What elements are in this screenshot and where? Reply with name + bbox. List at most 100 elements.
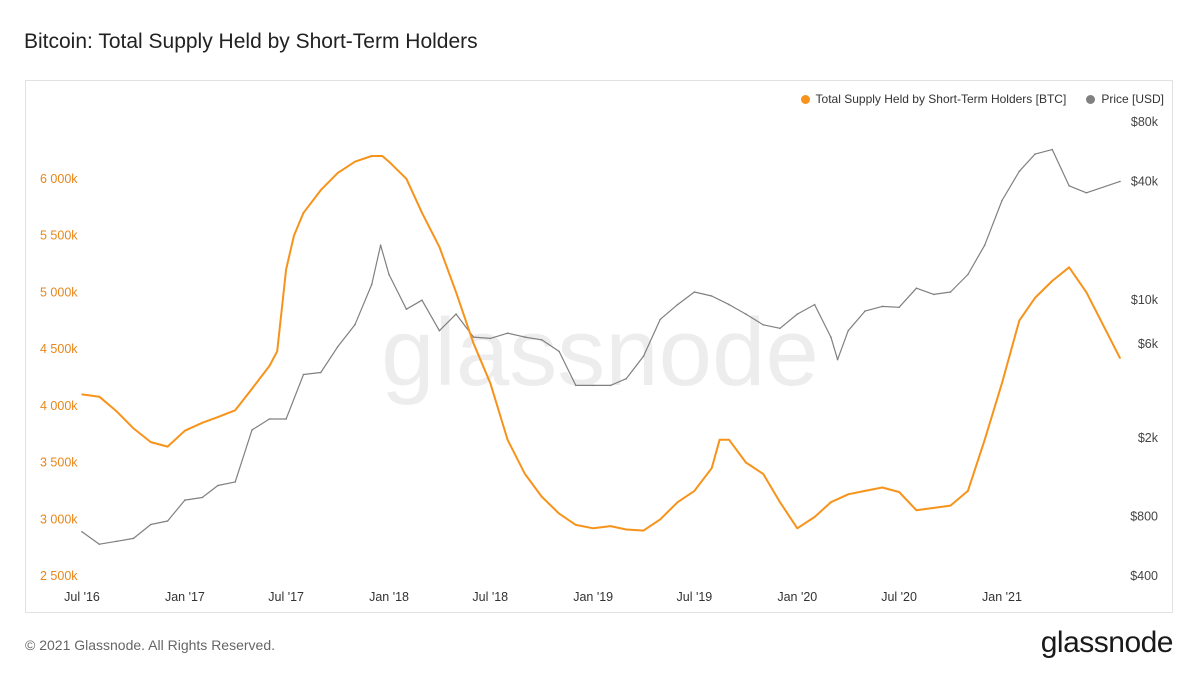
x-axis: Jul '16 Jan '17 Jul '17 Jan '18 Jul '18 Jan '…	[64, 590, 1022, 604]
data-point-price	[201, 496, 203, 499]
data-point-supply	[438, 246, 441, 248]
data-point-price	[609, 384, 612, 387]
y-left-tick-label: 4 500k	[40, 342, 78, 356]
data-point-price	[150, 523, 152, 526]
data-point-price	[710, 295, 713, 297]
data-point-price	[836, 358, 839, 361]
y-left-tick-label: 5 500k	[40, 229, 78, 243]
data-point-supply	[762, 473, 764, 475]
x-tick-label: Jan '18	[369, 590, 409, 604]
data-point-price	[1034, 153, 1036, 155]
data-point-supply	[864, 490, 866, 492]
data-point-supply	[933, 507, 935, 509]
data-point-price	[1001, 199, 1003, 202]
data-point-price	[234, 481, 236, 483]
data-point-price	[405, 308, 408, 311]
data-point-supply	[166, 445, 169, 448]
data-point-price	[132, 537, 135, 540]
legend-item-supply[interactable]: Total Supply Held by Short-Term Holders …	[800, 92, 1067, 106]
data-point-supply	[489, 382, 492, 384]
data-point-supply	[967, 490, 969, 492]
data-point-price	[830, 336, 832, 338]
data-point-supply	[150, 441, 152, 443]
data-point-supply	[813, 516, 816, 518]
y-axis-left: 2 500k 3 000k 3 500k 4 000k 4 500k 5 000k 5 50…	[40, 172, 78, 583]
data-point-supply	[779, 501, 781, 504]
data-point-supply	[234, 409, 236, 412]
chart-frame	[25, 80, 1173, 613]
data-point-price	[847, 329, 849, 332]
supply-layer	[81, 155, 1121, 532]
data-point-supply	[1034, 297, 1036, 299]
data-point-price	[949, 291, 952, 293]
data-point-supply	[455, 291, 457, 294]
data-point-price	[336, 346, 339, 348]
legend-marker-price	[1086, 94, 1096, 104]
data-point-supply	[405, 178, 408, 180]
x-tick-label: Jul '19	[677, 590, 713, 604]
y-left-tick-label: 3 000k	[40, 512, 78, 526]
data-point-supply	[1051, 280, 1054, 282]
data-point-supply	[201, 422, 203, 424]
data-point-supply	[1085, 291, 1088, 294]
y-right-tick-label: $80k	[1131, 115, 1159, 129]
data-point-price	[796, 313, 799, 315]
data-point-supply	[381, 155, 384, 157]
y-right-tick-label: $10k	[1131, 293, 1159, 307]
data-point-supply	[847, 493, 849, 496]
data-point-price	[268, 418, 271, 420]
data-point-price	[438, 329, 441, 332]
data-point-price	[881, 305, 884, 308]
data-point-price	[558, 350, 560, 353]
y-left-tick-label: 4 000k	[40, 399, 78, 413]
data-point-price	[693, 291, 696, 293]
data-point-price	[285, 418, 287, 420]
x-tick-label: Jul '18	[472, 590, 508, 604]
data-point-price	[524, 336, 526, 338]
data-point-price	[302, 373, 305, 376]
y-left-tick-label: 5 000k	[40, 285, 78, 299]
data-point-price	[1068, 185, 1070, 187]
data-point-supply	[302, 212, 305, 214]
data-point-supply	[915, 509, 918, 512]
data-point-supply	[745, 461, 747, 464]
y-right-tick-label: $6k	[1138, 337, 1159, 351]
data-point-supply	[388, 160, 390, 163]
data-point-supply	[609, 525, 612, 527]
data-point-supply	[320, 189, 322, 191]
copyright-text: © 2021 Glassnode. All Rights Reserved.	[25, 637, 276, 653]
y-right-tick-label: $40k	[1131, 174, 1159, 188]
legend-label-supply: Total Supply Held by Short-Term Holders …	[815, 92, 1067, 106]
brand-logo[interactable]: glassnode	[1040, 626, 1174, 659]
data-point-supply	[472, 342, 475, 345]
x-tick-label: Jan '20	[777, 590, 817, 604]
data-point-price	[506, 332, 509, 335]
data-point-supply	[676, 501, 679, 504]
legend-label-price: Price [USD]	[1101, 92, 1164, 106]
data-point-supply	[1018, 319, 1021, 322]
data-point-price	[540, 339, 543, 341]
y-left-tick-label: 2 500k	[40, 569, 78, 583]
data-point-price	[1085, 192, 1088, 194]
legend-marker-supply	[800, 94, 810, 104]
data-point-supply	[81, 393, 83, 396]
data-point-supply	[1068, 266, 1070, 269]
x-tick-label: Jan '19	[573, 590, 613, 604]
data-point-supply	[659, 518, 662, 521]
data-point-price	[217, 484, 219, 487]
data-point-supply	[1001, 382, 1003, 384]
chart-legend[interactable]: Total Supply Held by Short-Term Holders …	[800, 92, 1164, 106]
data-point-supply	[370, 155, 373, 157]
data-point-price	[1119, 180, 1121, 183]
data-point-supply	[115, 410, 118, 413]
data-point-price	[370, 283, 373, 286]
data-point-supply	[184, 429, 186, 432]
data-point-price	[575, 384, 577, 387]
data-point-supply	[796, 527, 799, 530]
legend-item-price[interactable]: Price [USD]	[1086, 92, 1164, 106]
data-point-price	[967, 273, 969, 276]
data-point-supply	[881, 486, 884, 489]
data-point-supply	[949, 504, 952, 507]
y-left-tick-label: 6 000k	[40, 172, 78, 186]
